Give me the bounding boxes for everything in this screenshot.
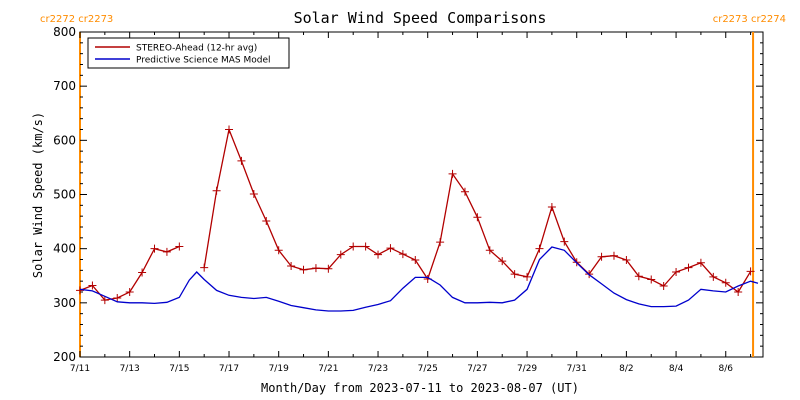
x-tick-label: 8/4 <box>669 364 684 374</box>
data-point-marker <box>523 272 532 281</box>
data-point-marker <box>634 272 643 281</box>
data-point-marker <box>647 275 656 284</box>
data-point-marker <box>436 238 445 247</box>
data-point-marker <box>498 257 507 266</box>
data-point-marker <box>734 288 743 296</box>
x-tick-label: 7/21 <box>318 364 338 374</box>
x-tick-label: 7/19 <box>269 364 289 374</box>
data-point-marker <box>361 242 370 251</box>
y-tick-label: 400 <box>53 242 76 256</box>
data-point-marker <box>336 250 345 259</box>
x-axis-label: Month/Day from 2023-07-11 to 2023-08-07 … <box>261 381 579 395</box>
x-tick-label: 7/13 <box>120 364 140 374</box>
data-point-marker <box>547 202 556 211</box>
x-tick-label: 7/29 <box>517 364 537 374</box>
data-point-marker <box>311 264 320 273</box>
data-point-marker <box>622 256 631 265</box>
data-point-marker <box>374 250 383 259</box>
data-point-marker <box>386 244 395 253</box>
x-tick-label: 7/25 <box>418 364 438 374</box>
data-point-marker <box>672 267 681 276</box>
data-point-marker <box>225 125 234 134</box>
data-point-marker <box>274 246 283 255</box>
data-point-marker <box>721 278 730 287</box>
y-axis: 200 300 400 500 600 700 800 <box>53 25 763 364</box>
y-tick-label: 600 <box>53 133 76 147</box>
data-point-marker <box>349 242 358 251</box>
data-point-marker <box>299 265 308 274</box>
data-point-marker <box>162 247 171 256</box>
x-tick-label: 7/23 <box>368 364 388 374</box>
data-point-marker <box>237 156 246 165</box>
y-tick-label: 200 <box>53 350 76 364</box>
carrington-label-right: cr2273 cr2274 <box>713 14 786 25</box>
data-point-marker <box>684 263 693 272</box>
data-point-marker <box>113 293 122 302</box>
y-tick-label: 500 <box>53 188 76 202</box>
x-tick-label: 7/31 <box>567 364 587 374</box>
legend-box <box>87 37 290 69</box>
series-line-1 <box>79 246 759 312</box>
x-tick-label: 7/11 <box>70 364 90 374</box>
data-point-marker <box>287 262 296 270</box>
data-point-marker <box>411 256 420 265</box>
data-point-marker <box>324 264 333 273</box>
series-layer <box>76 125 759 312</box>
x-tick-label: 8/6 <box>719 364 734 374</box>
legend: STEREO-Ahead (12-hr avg) Predictive Scien… <box>87 37 290 69</box>
plot-area <box>79 31 764 358</box>
data-point-marker <box>659 282 668 291</box>
data-point-marker <box>125 288 134 296</box>
data-point-marker <box>200 263 209 272</box>
plot-frame <box>79 31 764 358</box>
data-point-marker <box>597 252 606 261</box>
data-point-marker <box>510 270 519 279</box>
y-tick-label: 700 <box>53 79 76 93</box>
y-tick-label: 800 <box>53 25 76 39</box>
data-point-marker <box>709 272 718 281</box>
data-point-marker <box>212 186 221 195</box>
legend-label-0: STEREO-Ahead (12-hr avg) <box>136 44 257 54</box>
carrington-label-left: cr2272 cr2273 <box>40 14 113 25</box>
x-tick-label: 7/15 <box>169 364 189 374</box>
x-tick-label: 7/27 <box>467 364 487 374</box>
data-point-marker <box>262 217 271 226</box>
data-point-marker <box>398 250 407 259</box>
data-point-marker <box>609 251 618 260</box>
data-point-marker <box>746 267 755 276</box>
data-point-marker <box>485 246 494 255</box>
y-axis-label: Solar Wind Speed (km/s) <box>31 112 45 278</box>
data-point-marker <box>138 268 147 277</box>
chart-title: Solar Wind Speed Comparisons <box>294 9 547 27</box>
data-point-marker <box>535 244 544 253</box>
data-point-marker <box>448 169 457 178</box>
data-point-marker <box>150 244 159 253</box>
data-point-marker <box>100 296 109 305</box>
x-tick-label: 8/2 <box>619 364 633 374</box>
data-point-marker <box>175 242 184 251</box>
data-point-marker <box>76 286 84 295</box>
y-tick-label: 300 <box>53 296 76 310</box>
x-axis: 7/11 7/13 7/15 7/17 7/19 7/21 7/23 7/25 7/27 7/29… <box>70 32 752 374</box>
x-tick-label: 7/17 <box>219 364 239 374</box>
data-point-marker <box>560 237 569 246</box>
data-point-marker <box>696 258 705 267</box>
data-point-marker <box>249 189 258 198</box>
data-point-marker <box>460 187 469 196</box>
data-point-marker <box>473 213 482 222</box>
data-point-marker <box>88 281 97 290</box>
legend-label-1: Predictive Science MAS Model <box>136 56 271 66</box>
